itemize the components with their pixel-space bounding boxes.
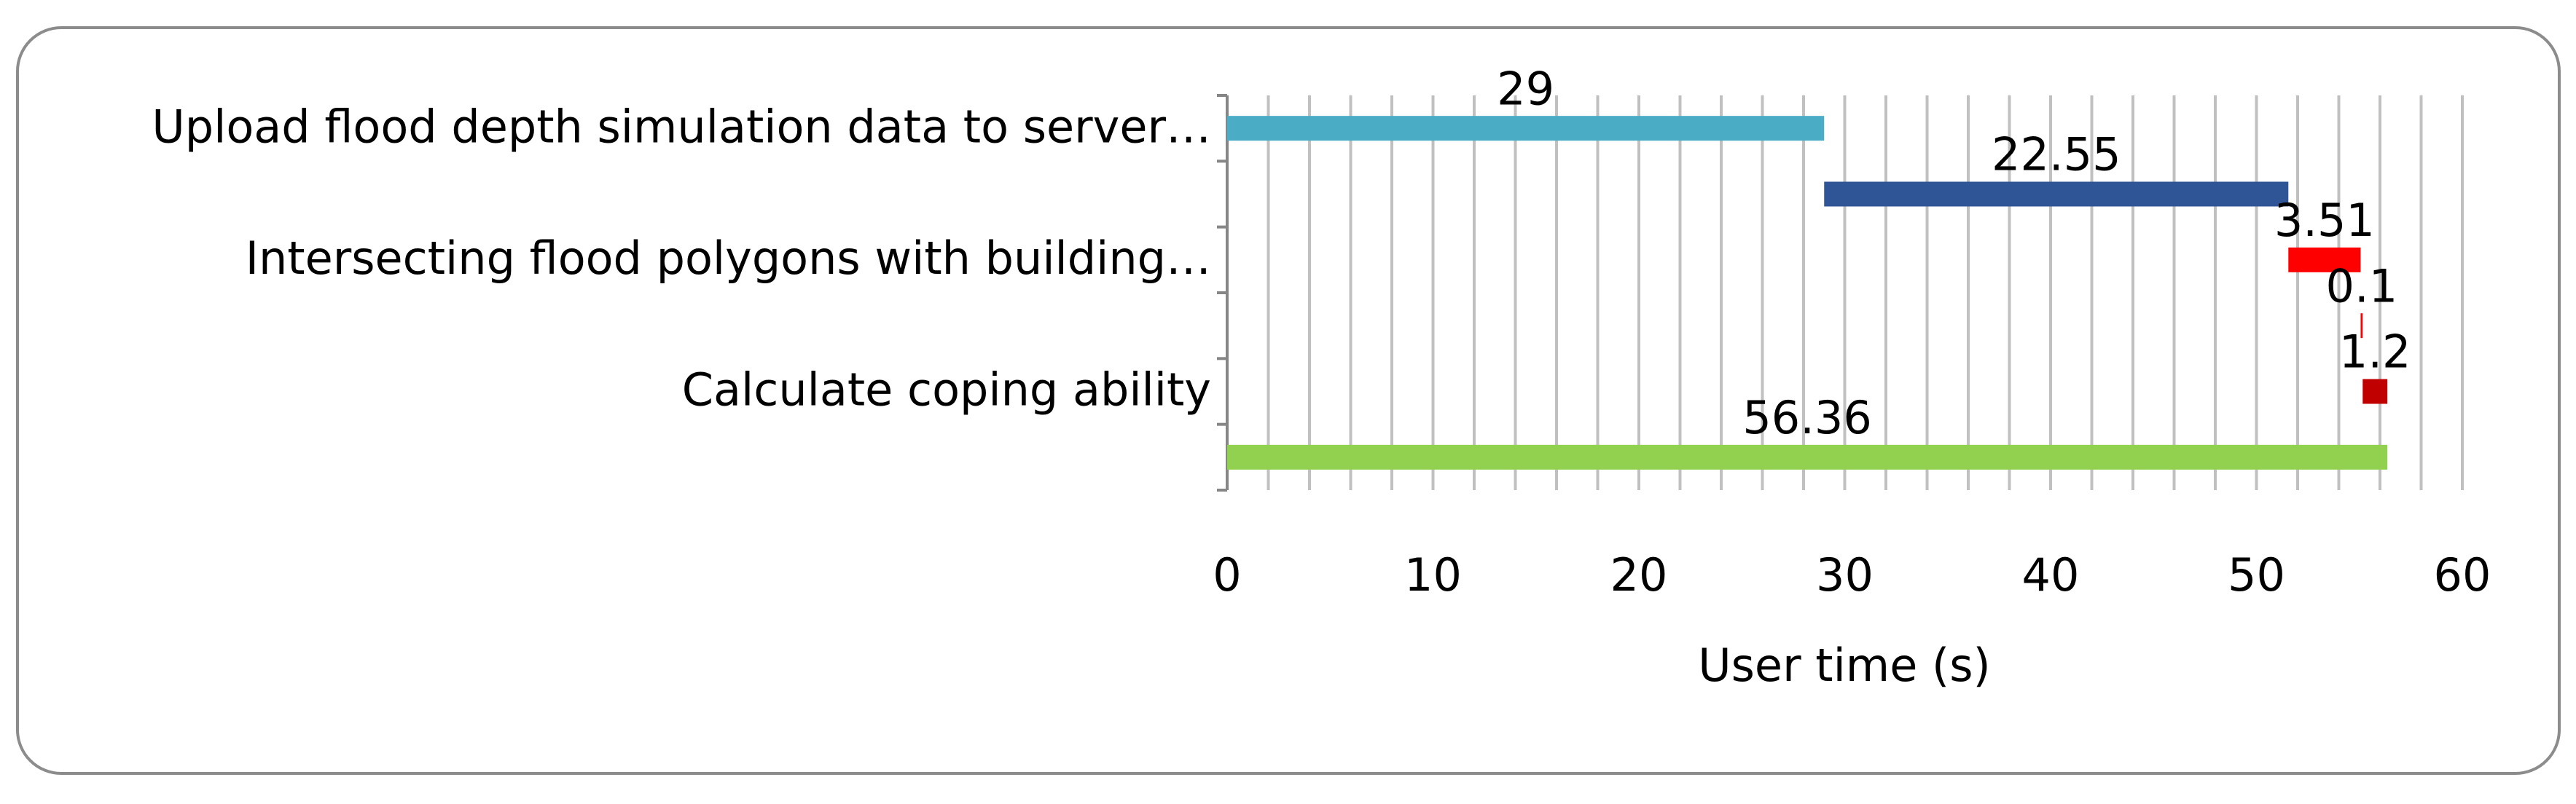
- y-tick-label: Upload flood depth simulation data to se…: [152, 100, 1211, 153]
- x-axis-title: User time (s): [1698, 639, 1991, 692]
- data-label: 56.36: [1742, 391, 1872, 444]
- data-label: 29: [1497, 62, 1554, 115]
- chart-frame: [16, 26, 2561, 775]
- x-tick-label: 30: [1816, 548, 1874, 602]
- data-label: 3.51: [2274, 194, 2375, 247]
- data-label: 22.55: [1992, 128, 2121, 181]
- x-tick-label: 40: [2022, 548, 2080, 602]
- data-label: 0.1: [2326, 259, 2398, 312]
- x-tick-label: 60: [2434, 548, 2491, 602]
- x-tick-label: 50: [2228, 548, 2285, 602]
- data-label: 1.2: [2339, 326, 2411, 379]
- bar: [2288, 247, 2361, 272]
- bar: [1227, 444, 2388, 470]
- y-tick-label: Intersecting flood polygons with buildin…: [246, 232, 1211, 285]
- x-tick-label: 10: [1404, 548, 1462, 602]
- bar: [1227, 116, 1825, 141]
- y-tick-label: Calculate coping ability: [682, 363, 1211, 417]
- bar: [1824, 181, 2289, 207]
- x-tick-label: 0: [1213, 548, 1241, 602]
- x-tick-label: 20: [1610, 548, 1668, 602]
- bar: [2360, 313, 2363, 339]
- bar: [2362, 379, 2388, 404]
